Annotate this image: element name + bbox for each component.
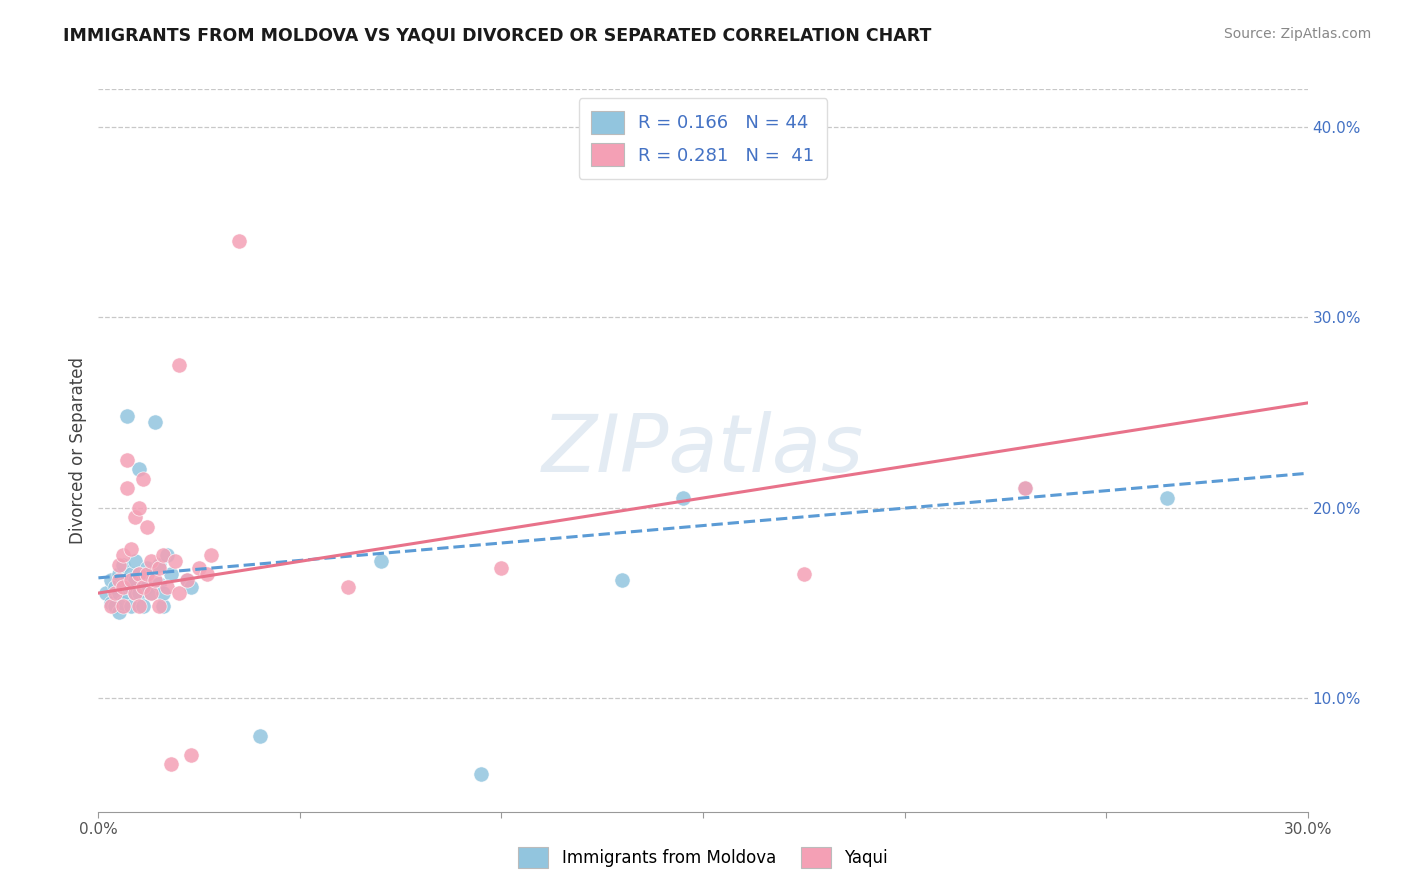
Point — [96, 586, 118, 600]
Point — [128, 567, 150, 582]
Point — [167, 586, 190, 600]
Point — [793, 567, 815, 582]
Point — [139, 554, 162, 568]
Point — [180, 747, 202, 762]
Point — [111, 576, 134, 591]
Point — [370, 554, 392, 568]
Point — [115, 409, 138, 424]
Point — [1156, 491, 1178, 505]
Point — [228, 235, 250, 249]
Legend: R = 0.166   N = 44, R = 0.281   N =  41: R = 0.166 N = 44, R = 0.281 N = 41 — [579, 98, 827, 179]
Point — [115, 482, 138, 496]
Point — [124, 554, 146, 568]
Point — [111, 580, 134, 594]
Point — [115, 573, 138, 587]
Point — [128, 599, 150, 614]
Point — [180, 580, 202, 594]
Point — [132, 472, 155, 486]
Point — [672, 491, 695, 505]
Point — [103, 586, 125, 600]
Point — [135, 561, 157, 575]
Point — [107, 558, 129, 572]
Point — [115, 586, 138, 600]
Point — [188, 561, 211, 575]
Point — [135, 580, 157, 594]
Point — [132, 599, 155, 614]
Point — [107, 605, 129, 619]
Point — [152, 599, 174, 614]
Point — [612, 573, 634, 587]
Point — [139, 586, 162, 600]
Point — [100, 573, 122, 587]
Point — [111, 596, 134, 610]
Point — [156, 548, 179, 562]
Point — [152, 548, 174, 562]
Point — [124, 586, 146, 600]
Point — [120, 573, 142, 587]
Y-axis label: Divorced or Separated: Divorced or Separated — [69, 357, 87, 544]
Legend: Immigrants from Moldova, Yaqui: Immigrants from Moldova, Yaqui — [512, 840, 894, 875]
Point — [107, 573, 129, 587]
Point — [148, 576, 170, 591]
Point — [120, 580, 142, 594]
Point — [148, 599, 170, 614]
Point — [143, 573, 166, 587]
Point — [103, 599, 125, 614]
Text: IMMIGRANTS FROM MOLDOVA VS YAQUI DIVORCED OR SEPARATED CORRELATION CHART: IMMIGRANTS FROM MOLDOVA VS YAQUI DIVORCE… — [63, 27, 932, 45]
Point — [148, 561, 170, 575]
Point — [120, 599, 142, 614]
Point — [120, 567, 142, 582]
Point — [249, 729, 271, 743]
Point — [132, 580, 155, 594]
Point — [111, 558, 134, 572]
Point — [124, 510, 146, 524]
Point — [111, 599, 134, 614]
Point — [103, 580, 125, 594]
Text: Source: ZipAtlas.com: Source: ZipAtlas.com — [1223, 27, 1371, 41]
Point — [337, 580, 360, 594]
Text: ZIPatlas: ZIPatlas — [541, 411, 865, 490]
Point — [160, 567, 183, 582]
Point — [143, 415, 166, 429]
Point — [107, 567, 129, 582]
Point — [128, 586, 150, 600]
Point — [139, 586, 162, 600]
Point — [135, 519, 157, 533]
Point — [100, 596, 122, 610]
Point — [1014, 482, 1036, 496]
Point — [100, 599, 122, 614]
Point — [470, 766, 492, 780]
Point — [200, 548, 222, 562]
Point — [124, 573, 146, 587]
Point — [115, 453, 138, 467]
Point — [135, 567, 157, 582]
Point — [132, 573, 155, 587]
Point — [128, 500, 150, 515]
Point — [107, 586, 129, 600]
Point — [167, 358, 190, 372]
Point — [156, 580, 179, 594]
Point — [176, 573, 198, 587]
Point — [128, 462, 150, 476]
Point — [120, 542, 142, 557]
Point — [1014, 482, 1036, 496]
Point — [148, 558, 170, 572]
Point — [491, 561, 513, 575]
Point — [124, 586, 146, 600]
Point — [163, 554, 186, 568]
Point — [111, 548, 134, 562]
Point — [128, 567, 150, 582]
Point — [160, 757, 183, 772]
Point — [195, 567, 218, 582]
Point — [152, 586, 174, 600]
Point — [176, 573, 198, 587]
